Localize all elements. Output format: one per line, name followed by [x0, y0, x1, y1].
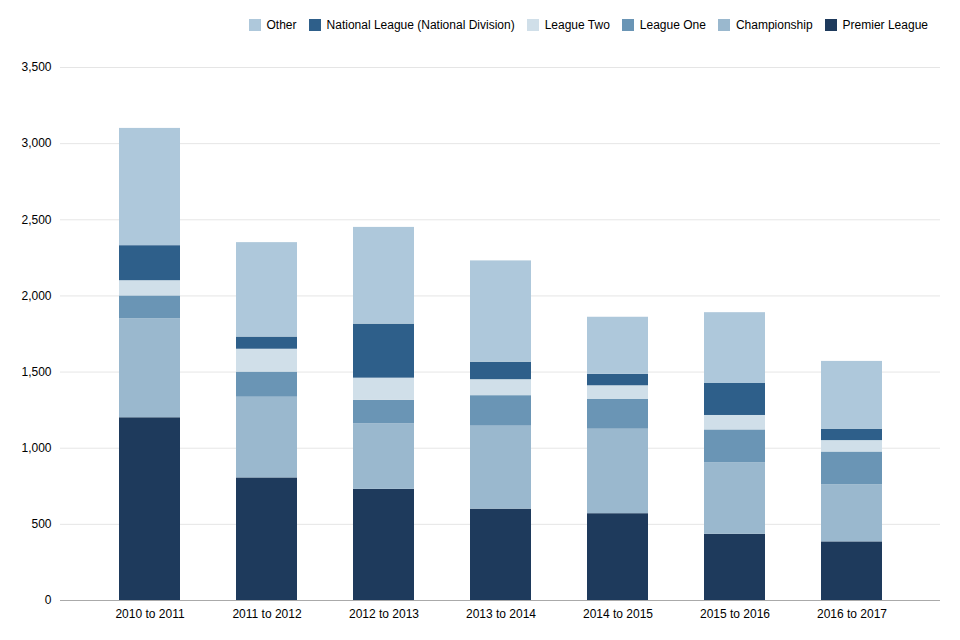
html-text:Championship: Championship [735, 17, 813, 32]
html-text:Other: Other [266, 17, 297, 32]
svg-text:1,000: 1,000 [21, 441, 51, 455]
svg-text:2015 to 2016: 2015 to 2016 [700, 607, 770, 621]
svg-text:2012 to 2013: 2012 to 2013 [349, 607, 419, 621]
svg-text:3,000: 3,000 [21, 136, 51, 150]
html-text:National League (National Divi: National League (National Division) [326, 17, 515, 32]
svg-text:2,500: 2,500 [21, 213, 51, 227]
html-text:Premier League: Premier League [842, 17, 928, 32]
svg-text:2011 to 2012: 2011 to 2012 [232, 607, 302, 621]
svg-text:500: 500 [31, 517, 51, 531]
svg-text:2013 to 2014: 2013 to 2014 [466, 607, 536, 621]
svg-text:1,500: 1,500 [21, 365, 51, 379]
svg-text:3,500: 3,500 [21, 60, 51, 74]
svg-text:2,000: 2,000 [21, 289, 51, 303]
svg-text:2016 to 2017: 2016 to 2017 [817, 607, 887, 621]
html-text:League One: League One [639, 17, 706, 32]
svg-text:0: 0 [45, 593, 52, 607]
svg-text:2014 to 2015: 2014 to 2015 [583, 607, 653, 621]
svg-text:2010 to 2011: 2010 to 2011 [115, 607, 185, 621]
html-text:League Two: League Two [544, 17, 610, 32]
